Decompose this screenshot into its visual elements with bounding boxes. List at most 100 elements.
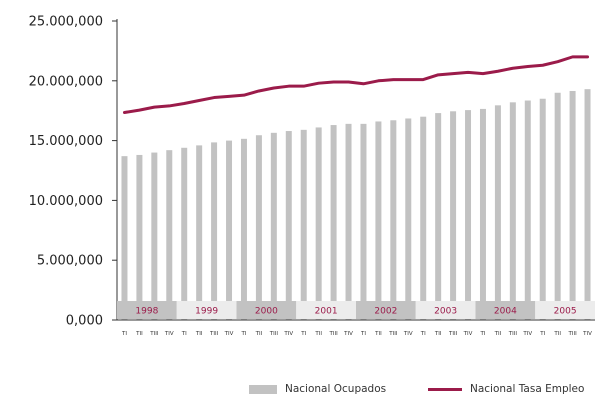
year-label: 2004 <box>494 307 517 317</box>
bar <box>315 127 322 320</box>
year-label: 2002 <box>374 307 397 317</box>
x-tick-label: TII <box>195 331 203 337</box>
bar <box>450 111 457 320</box>
year-band-cell <box>117 301 177 319</box>
x-tick-label: TIII <box>328 331 338 337</box>
x-tick-label: TIII <box>149 331 159 337</box>
bar <box>360 123 367 320</box>
x-tick-label: TIV <box>582 331 592 337</box>
bar <box>539 98 546 321</box>
bar <box>345 123 352 320</box>
employment-rate-line <box>122 55 590 114</box>
x-tick-label: TIII <box>388 331 398 337</box>
bar <box>136 154 143 320</box>
bar <box>151 152 158 320</box>
year-label: 2003 <box>434 307 457 317</box>
x-tick-label: TII <box>314 331 322 337</box>
bar <box>121 156 128 320</box>
bar <box>300 129 307 320</box>
year-band-cell <box>415 301 476 319</box>
year-label: 1998 <box>135 307 158 317</box>
legend-item-ocupados: Nacional Ocupados <box>249 383 386 395</box>
x-tick-label: TIV <box>283 331 293 337</box>
x-tick-label: TIII <box>508 331 518 337</box>
x-tick-label: TI <box>360 331 366 337</box>
bar <box>584 89 591 320</box>
bar <box>554 92 561 320</box>
x-tick-label: TI <box>479 331 485 337</box>
legend-swatch-line <box>428 387 462 391</box>
legend-item-tasa-empleo: Nacional Tasa Empleo <box>428 383 584 395</box>
x-tick-label: TIV <box>403 331 413 337</box>
y-tick-label: 0,000 <box>66 314 103 329</box>
legend-swatch-bar <box>249 384 277 394</box>
year-band-cell <box>236 301 297 319</box>
bar <box>479 108 486 320</box>
year-band-cell <box>356 301 416 319</box>
x-tick-label: TIII <box>269 331 279 337</box>
x-tick-label: TIII <box>209 331 219 337</box>
x-tick-label: TI <box>240 331 246 337</box>
bar <box>405 118 412 320</box>
bars <box>121 89 591 321</box>
bar <box>420 116 427 321</box>
legend-label-tasa-empleo: Nacional Tasa Empleo <box>470 383 585 395</box>
bar <box>465 110 472 320</box>
x-tick-label: TIV <box>343 331 353 337</box>
bar <box>181 147 188 320</box>
x-axis: TI TII TIII TIV TI TII TIII TIV TI TII TIII TIV TI TI… <box>117 319 595 337</box>
bar <box>330 125 337 320</box>
bar <box>240 138 247 320</box>
x-tick-label: TII <box>255 331 263 337</box>
x-tick-label: TI <box>121 331 127 337</box>
year-label: 2000 <box>255 307 278 317</box>
legend-label-ocupados: Nacional Ocupados <box>285 383 387 395</box>
bar <box>211 142 218 320</box>
x-tick-label: TI <box>420 331 426 337</box>
bar <box>569 90 576 320</box>
x-tick-label: TIII <box>567 331 577 337</box>
year-label: 2005 <box>554 307 577 317</box>
y-tick-label: 20.000,000 <box>29 74 103 89</box>
x-tick-label: TIII <box>448 331 458 337</box>
x-tick-label: TIV <box>463 331 473 337</box>
x-tick-label: TIV <box>224 331 234 337</box>
x-tick-label: TII <box>135 331 143 337</box>
year-label: 2001 <box>315 307 338 317</box>
bar <box>435 113 442 320</box>
y-tick-label: 10.000,000 <box>29 194 103 209</box>
bar <box>196 145 203 320</box>
year-band-cell <box>535 301 595 319</box>
bar <box>166 150 173 320</box>
bar <box>390 120 397 321</box>
year-band: 1998 1999 2000 2001 2002 2003 2004 2005 <box>117 301 595 319</box>
bar <box>226 140 233 320</box>
y-tick-label: 25.000,000 <box>29 15 103 30</box>
year-band-cell <box>176 301 237 319</box>
legend: Nacional Ocupados Nacional Tasa Empleo <box>0 383 595 399</box>
x-tick-label: TI <box>539 331 545 337</box>
bar <box>285 131 292 320</box>
y-tick-label: 15.000,000 <box>29 134 103 149</box>
x-tick-label: TII <box>494 331 502 337</box>
x-tick-label: TIV <box>164 331 174 337</box>
year-band-cell <box>296 301 356 319</box>
y-tick-label: 5.000,000 <box>37 254 103 269</box>
bar <box>494 105 501 320</box>
x-tick-label: TII <box>374 331 382 337</box>
year-band-cell <box>475 301 536 319</box>
y-axis: 0,000 5.000,000 10.000,000 15.000,000 20.000… <box>29 15 118 329</box>
bar <box>255 135 262 320</box>
bar <box>270 132 277 320</box>
year-label: 1999 <box>195 307 218 317</box>
bar <box>509 102 516 320</box>
x-tick-label: TI <box>300 331 306 337</box>
bar <box>524 100 531 320</box>
bar <box>375 121 382 321</box>
series-line <box>122 55 590 114</box>
x-tick-label: TII <box>434 331 442 337</box>
x-tick-label: TII <box>553 331 561 337</box>
x-tick-label: TIV <box>522 331 532 337</box>
x-tick-label: TI <box>181 331 187 337</box>
